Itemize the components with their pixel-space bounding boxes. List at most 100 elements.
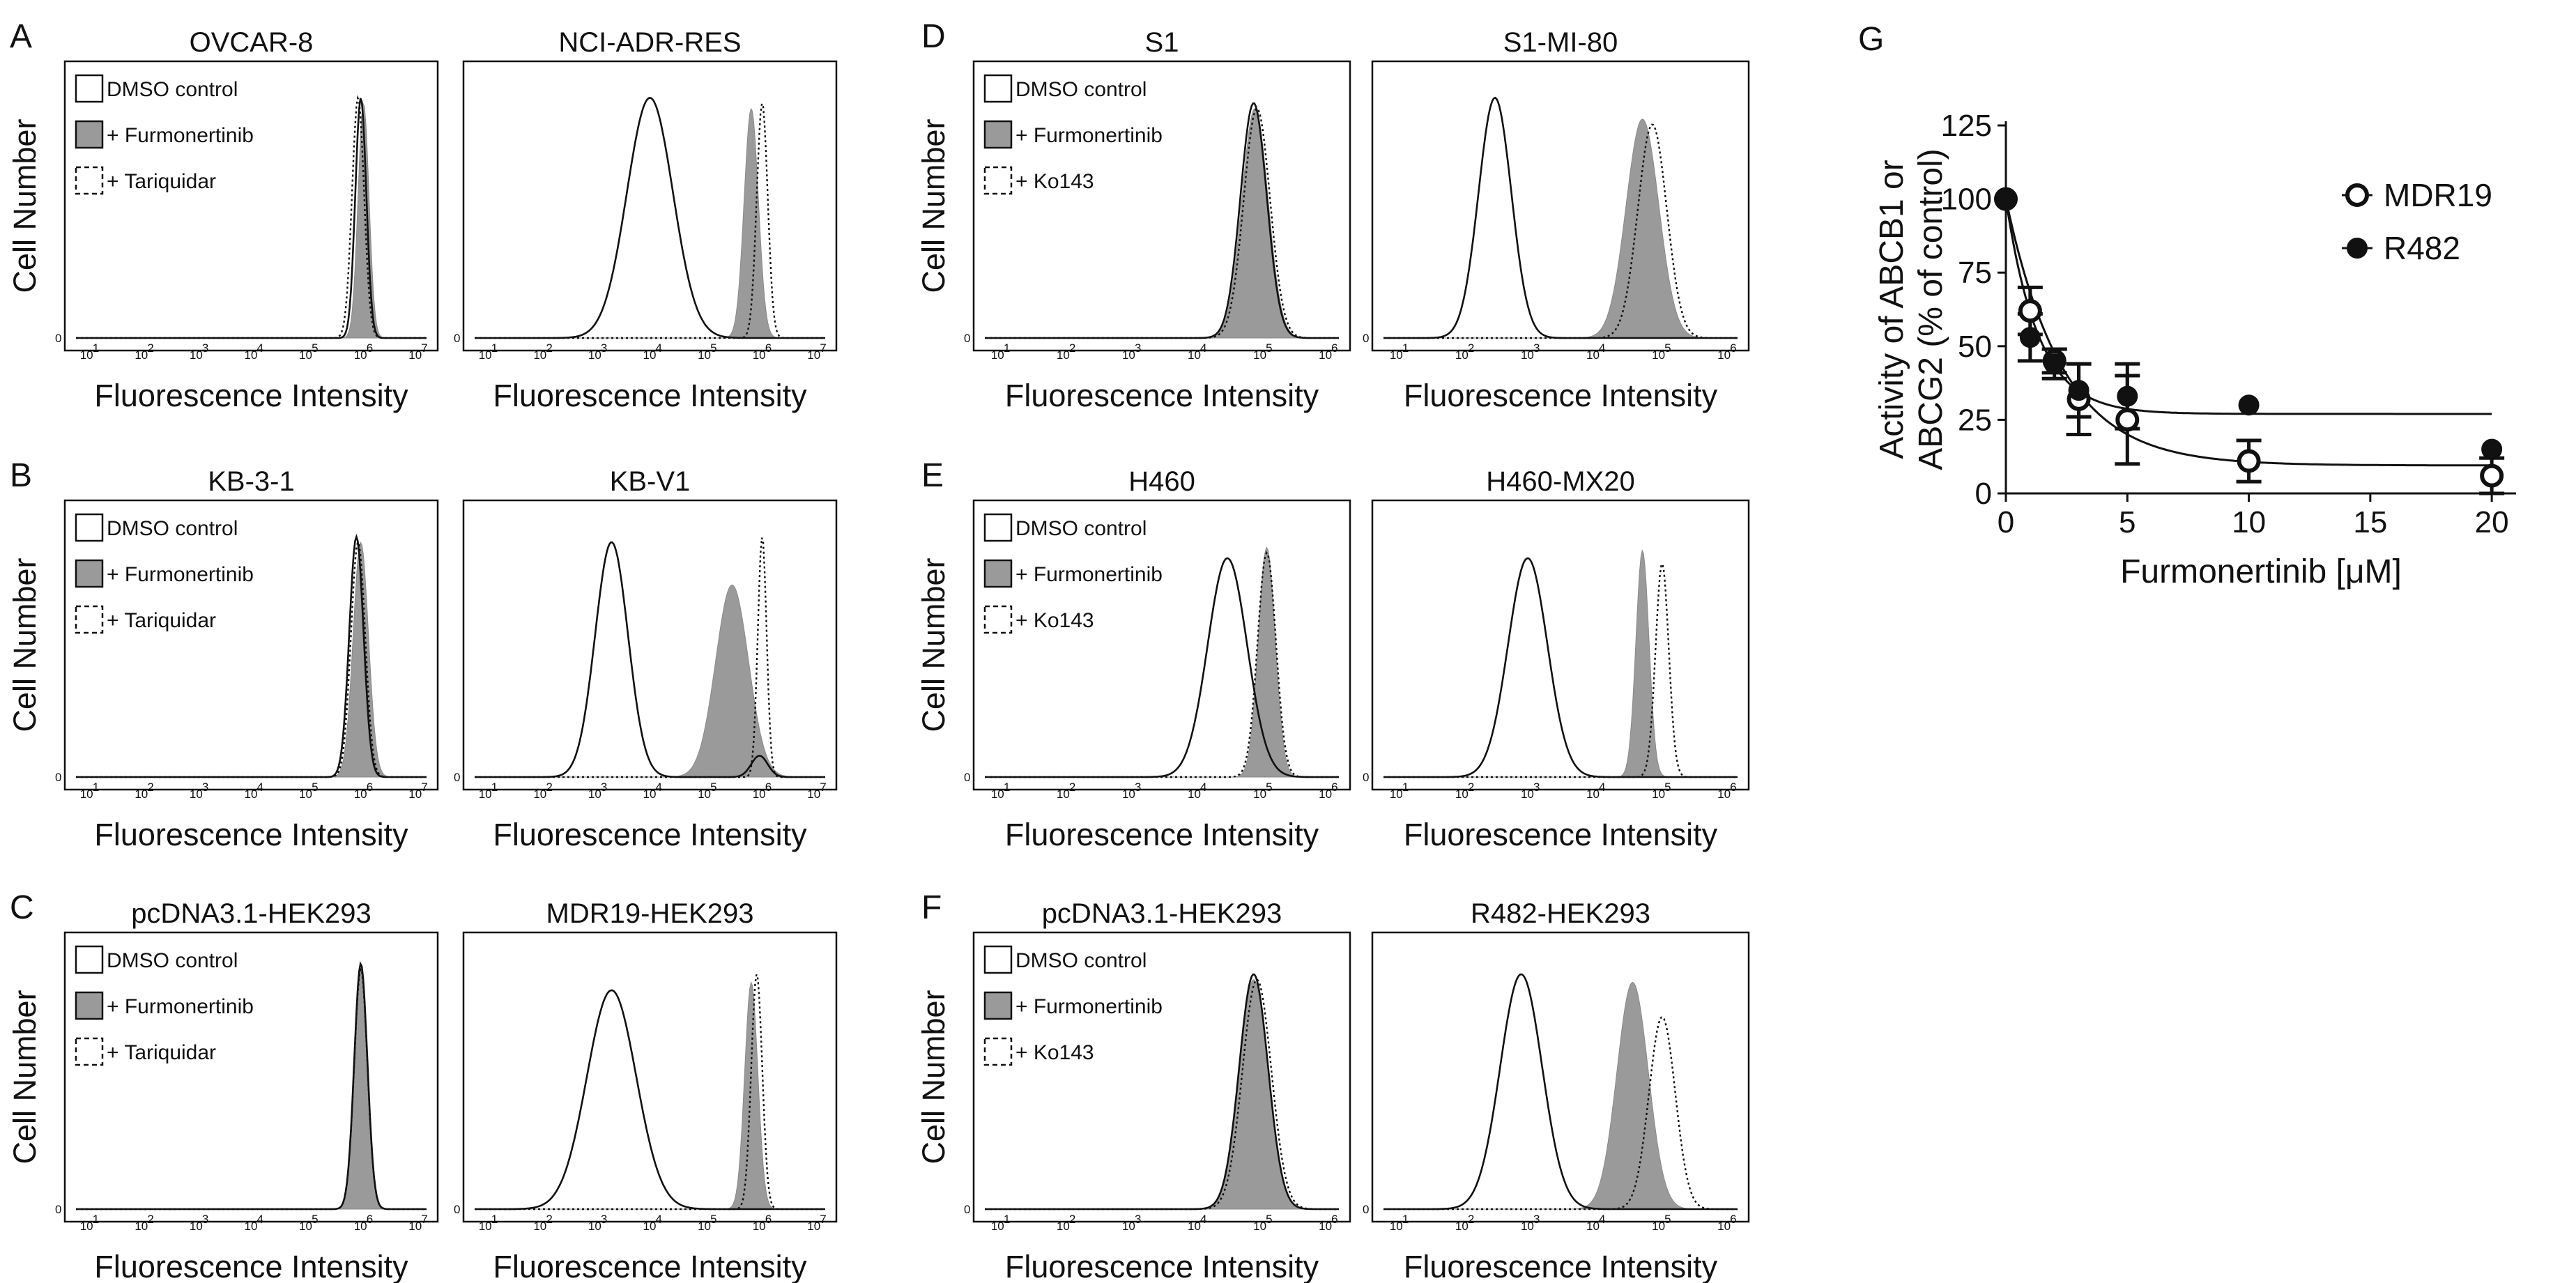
panel-f: Cell Number pcDNA3.1-HEK293 Fluorescence I… [916, 898, 1750, 1283]
x-tick-label: 10 [698, 348, 711, 362]
x-tick-exponent: 5 [1266, 1213, 1272, 1226]
x-tick-exponent: 7 [820, 341, 826, 355]
x-tick-exponent: 5 [312, 781, 318, 794]
x-tick-exponent: 5 [1266, 341, 1272, 355]
x-tick-label: 10 [1455, 788, 1469, 801]
legend-marker-r482 [2347, 238, 2368, 259]
x-tick-label: 10 [643, 1220, 657, 1233]
x-tick-label: 10 [1057, 1220, 1070, 1233]
x-tick-exponent: 3 [601, 341, 607, 355]
x-tick-exponent: 1 [93, 781, 99, 794]
x-tick-label: 10 [354, 788, 367, 801]
y-axis-label: Cell Number [916, 558, 951, 732]
x-tick-exponent: 3 [1135, 341, 1141, 355]
x-tick-exponent: 5 [1266, 781, 1272, 794]
legend-swatch-3 [983, 166, 1013, 195]
x-tick-exponent: 3 [1533, 1213, 1540, 1226]
legend-swatch-1 [983, 945, 1013, 974]
y-axis-label: Cell Number [7, 558, 43, 732]
x-axis-label: Fluorescence Intensity [1005, 817, 1319, 852]
panel-a: Cell Number OVCAR-8 Fluorescence Intensity… [7, 27, 838, 413]
data-point-mdr19 [2018, 299, 2042, 323]
x-tick-exponent: 5 [1664, 781, 1671, 794]
x-tick-label: 10 [408, 1220, 422, 1233]
x-tick-label: 10 [588, 788, 601, 801]
histogram-dmso-control [985, 557, 1339, 778]
histogram-furmonertinib [1383, 118, 1738, 339]
x-tick-label: 10 [299, 788, 312, 801]
panel-letter-f: F [921, 889, 942, 926]
y-axis-label: Activity of ABCB1 orABCG2 (% of control) [1873, 148, 1949, 470]
panel-b: Cell Number KB-3-1 Fluorescence Intensity 0… [7, 466, 838, 852]
x-tick-label: 10 [408, 348, 422, 362]
x-axis-label: Fluorescence Intensity [493, 817, 807, 852]
histogram-furmonertinib [475, 107, 825, 339]
x-tick-label: 10 [991, 348, 1004, 362]
histogram-tariquidar [76, 95, 427, 339]
plot-title: KB-3-1 [208, 466, 295, 497]
x-tick-label: 10 [245, 1220, 258, 1233]
legend-swatch-1 [983, 513, 1013, 542]
x-tick-label: 10 [1390, 1220, 1403, 1233]
x-tick-exponent: 2 [1468, 1213, 1474, 1226]
x-tick-label: 10 [1057, 348, 1070, 362]
x-tick-exponent: 2 [546, 341, 552, 355]
x-tick-label: 10 [807, 1220, 820, 1233]
x-tick-label: 10 [1390, 788, 1403, 801]
x-tick-exponent: 6 [367, 781, 373, 794]
plot-frame [972, 499, 1351, 791]
legend-label: DMSO control [107, 949, 238, 972]
legend-marker-mdr19 [2345, 183, 2369, 207]
x-tick-exponent: 4 [1200, 341, 1206, 355]
x-tick-label: 10 [991, 1220, 1004, 1233]
plot-frame [972, 931, 1351, 1223]
x-tick-exponent: 3 [1533, 781, 1540, 794]
x-tick-exponent: 4 [257, 341, 263, 355]
x-tick-label: 10 [1586, 1220, 1600, 1233]
x-tick-label: 10 [1652, 788, 1665, 801]
plot-title: KB-V1 [610, 466, 691, 497]
y-zero-label: 0 [964, 332, 970, 345]
x-tick-exponent: 3 [202, 781, 208, 794]
legend-label: R482 [2384, 230, 2460, 266]
x-tick-exponent: 5 [1664, 1213, 1671, 1226]
plot-title: S1 [1145, 27, 1179, 58]
x-tick-exponent: 3 [1135, 781, 1141, 794]
x-tick-exponent: 1 [491, 781, 498, 794]
y-zero-label: 0 [55, 771, 61, 784]
legend-label: DMSO control [1015, 517, 1147, 540]
x-tick-label: 10 [1717, 348, 1731, 362]
x-tick-label: 10 [1652, 1220, 1665, 1233]
y-axis-label: Cell Number [916, 990, 951, 1164]
y-zero-label: 0 [454, 771, 460, 784]
histogram-ko143 [985, 107, 1339, 339]
histogram-ko143 [1383, 1016, 1738, 1211]
legend-label: + Ko143 [1015, 609, 1094, 632]
x-tick-exponent: 2 [546, 781, 552, 794]
x-tick-label: 10 [753, 348, 766, 362]
legend-label: + Ko143 [1015, 1041, 1094, 1064]
x-tick-exponent: 2 [1069, 341, 1075, 355]
y-tick-label: 75 [1958, 256, 1992, 290]
y-zero-label: 0 [55, 332, 61, 345]
histogram-dmso-control [1383, 96, 1738, 339]
x-tick-label: 10 [80, 1220, 93, 1233]
y-tick-label: 100 [1941, 183, 1992, 217]
histogram-furmonertinib [475, 584, 825, 778]
x-tick-label: 10 [1586, 788, 1600, 801]
legend-label: + Furmonertinib [1015, 563, 1163, 586]
histogram-tariquidar [76, 967, 427, 1211]
x-tick-label: 10 [135, 788, 148, 801]
x-tick-exponent: 4 [656, 781, 662, 794]
x-tick-label: 10 [643, 788, 657, 801]
x-axis-label: Fluorescence Intensity [94, 1249, 408, 1283]
x-tick-exponent: 6 [1331, 1213, 1337, 1226]
x-tick-exponent: 5 [710, 781, 716, 794]
x-tick-label: 10 [1057, 788, 1070, 801]
y-zero-label: 0 [1363, 332, 1369, 345]
x-tick-exponent: 3 [1533, 341, 1540, 355]
x-axis-label: Fluorescence Intensity [1005, 1249, 1319, 1283]
